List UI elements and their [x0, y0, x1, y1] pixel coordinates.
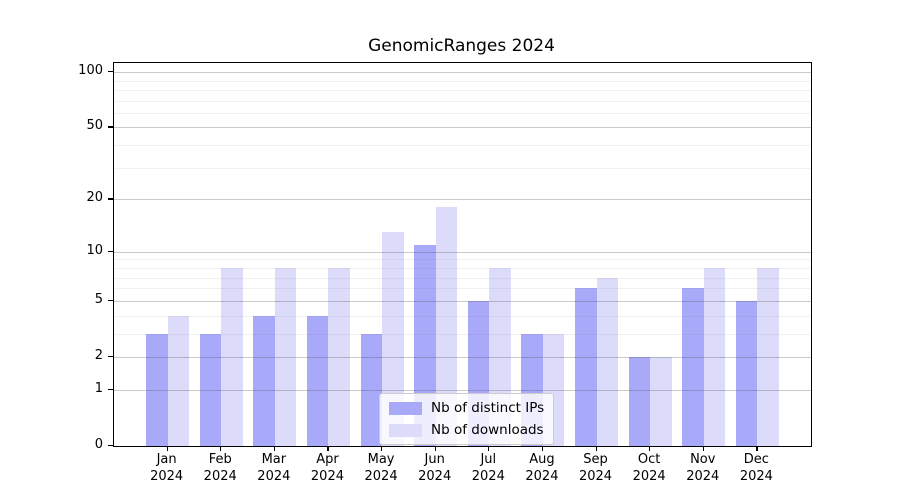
- gridline-90: [114, 80, 811, 82]
- y-tick-label-0: 0: [94, 437, 103, 452]
- gridline-2: [114, 356, 811, 358]
- gridline-8: [114, 267, 811, 269]
- bar-nb-of-downloads-jan-2024: [167, 315, 190, 446]
- bar-nb-of-distinct-ips-feb-2024: [199, 333, 222, 446]
- bar-nb-of-distinct-ips-nov-2024: [682, 288, 704, 446]
- x-tick-label-feb-2024: Feb 2024: [203, 452, 237, 484]
- y-tick-mark-5: [108, 299, 113, 302]
- y-tick-mark-10: [108, 250, 113, 252]
- bar-nb-of-distinct-ips-dec-2024: [735, 300, 758, 446]
- bar-nb-of-downloads-jun-2024: [435, 207, 458, 446]
- x-tick-mark-mar-2024: [273, 446, 276, 451]
- bar-nb-of-distinct-ips-jan-2024: [146, 333, 168, 446]
- y-tick-label-100: 100: [78, 63, 103, 79]
- y-tick-mark-50: [108, 126, 113, 128]
- y-tick-label-20: 20: [86, 190, 103, 206]
- y-tick-mark-100: [108, 71, 113, 73]
- bar-nb-of-distinct-ips-sep-2024: [575, 288, 597, 446]
- x-tick-label-jun-2024: Jun 2024: [418, 452, 452, 484]
- x-tick-mark-jun-2024: [434, 446, 436, 451]
- gridline-4: [114, 315, 811, 317]
- gridline-3: [114, 333, 811, 335]
- gridline-9: [114, 259, 811, 261]
- legend-label-distinct-ips: Nb of distinct IPs: [431, 400, 545, 416]
- legend-item-distinct-ips: Nb of distinct IPs: [389, 400, 544, 416]
- x-tick-label-jan-2024: Jan 2024: [150, 452, 184, 484]
- y-tick-mark-20: [108, 198, 113, 200]
- x-tick-label-aug-2024: Aug 2024: [525, 452, 559, 484]
- x-tick-label-dec-2024: Dec 2024: [739, 452, 773, 484]
- x-tick-label-apr-2024: Apr 2024: [310, 452, 344, 484]
- y-tick-label-2: 2: [94, 347, 103, 363]
- plot-area: Nb of distinct IPs Nb of downloads: [113, 62, 812, 447]
- y-tick-label-50: 50: [86, 118, 103, 134]
- x-tick-mark-jul-2024: [488, 446, 490, 451]
- gridline-70: [114, 100, 811, 102]
- y-tick-label-5: 5: [94, 291, 103, 307]
- gridline-80: [114, 89, 811, 91]
- gridline-20: [114, 199, 811, 201]
- legend-swatch-downloads: [389, 423, 422, 437]
- bar-nb-of-downloads-feb-2024: [221, 267, 243, 446]
- x-tick-label-sep-2024: Sep 2024: [578, 452, 613, 484]
- x-tick-label-mar-2024: Mar 2024: [257, 452, 291, 484]
- gridline-60: [114, 112, 811, 114]
- x-tick-mark-sep-2024: [595, 446, 597, 451]
- bar-nb-of-downloads-apr-2024: [328, 267, 350, 446]
- bar-nb-of-downloads-sep-2024: [596, 277, 619, 446]
- y-tick-mark-1: [108, 388, 113, 391]
- gridline-6: [114, 288, 811, 290]
- bar-nb-of-distinct-ips-oct-2024: [628, 356, 651, 446]
- gridline-100: [114, 72, 811, 74]
- legend-swatch-distinct-ips: [389, 401, 422, 415]
- x-tick-mark-jan-2024: [166, 446, 168, 451]
- bar-nb-of-distinct-ips-may-2024: [360, 333, 383, 446]
- gridline-50: [114, 127, 811, 129]
- gridline-10: [114, 251, 811, 253]
- bar-nb-of-distinct-ips-mar-2024: [253, 315, 275, 446]
- x-tick-mark-dec-2024: [756, 446, 758, 451]
- x-tick-mark-aug-2024: [541, 446, 544, 451]
- legend-label-downloads: Nb of downloads: [431, 422, 544, 438]
- bar-nb-of-downloads-may-2024: [382, 232, 404, 446]
- x-tick-mark-may-2024: [381, 446, 383, 451]
- bar-nb-of-downloads-nov-2024: [703, 267, 726, 446]
- bar-nb-of-downloads-dec-2024: [757, 267, 779, 446]
- x-tick-mark-nov-2024: [702, 446, 704, 451]
- gridline-40: [114, 145, 811, 147]
- bar-nb-of-downloads-oct-2024: [650, 356, 672, 446]
- chart-title: GenomicRanges 2024: [368, 36, 555, 56]
- y-tick-mark-2: [108, 355, 113, 358]
- gridline-7: [114, 277, 811, 279]
- bar-nb-of-distinct-ips-apr-2024: [306, 315, 329, 446]
- x-tick-mark-oct-2024: [649, 446, 651, 451]
- gridline-30: [114, 167, 811, 169]
- x-tick-mark-apr-2024: [327, 446, 329, 451]
- x-tick-label-jul-2024: Jul 2024: [471, 452, 505, 484]
- legend-item-downloads: Nb of downloads: [389, 422, 544, 438]
- x-tick-label-nov-2024: Nov 2024: [686, 452, 720, 484]
- gridline-5: [114, 300, 811, 302]
- y-tick-label-10: 10: [86, 242, 103, 258]
- x-tick-label-may-2024: May 2024: [364, 452, 398, 484]
- gridline-1: [114, 389, 811, 391]
- y-tick-mark-0: [108, 445, 113, 447]
- x-tick-mark-feb-2024: [220, 446, 222, 451]
- x-tick-label-oct-2024: Oct 2024: [632, 452, 666, 484]
- y-tick-label-1: 1: [94, 380, 103, 396]
- bar-nb-of-downloads-mar-2024: [274, 267, 297, 446]
- legend: Nb of distinct IPs Nb of downloads: [379, 393, 555, 445]
